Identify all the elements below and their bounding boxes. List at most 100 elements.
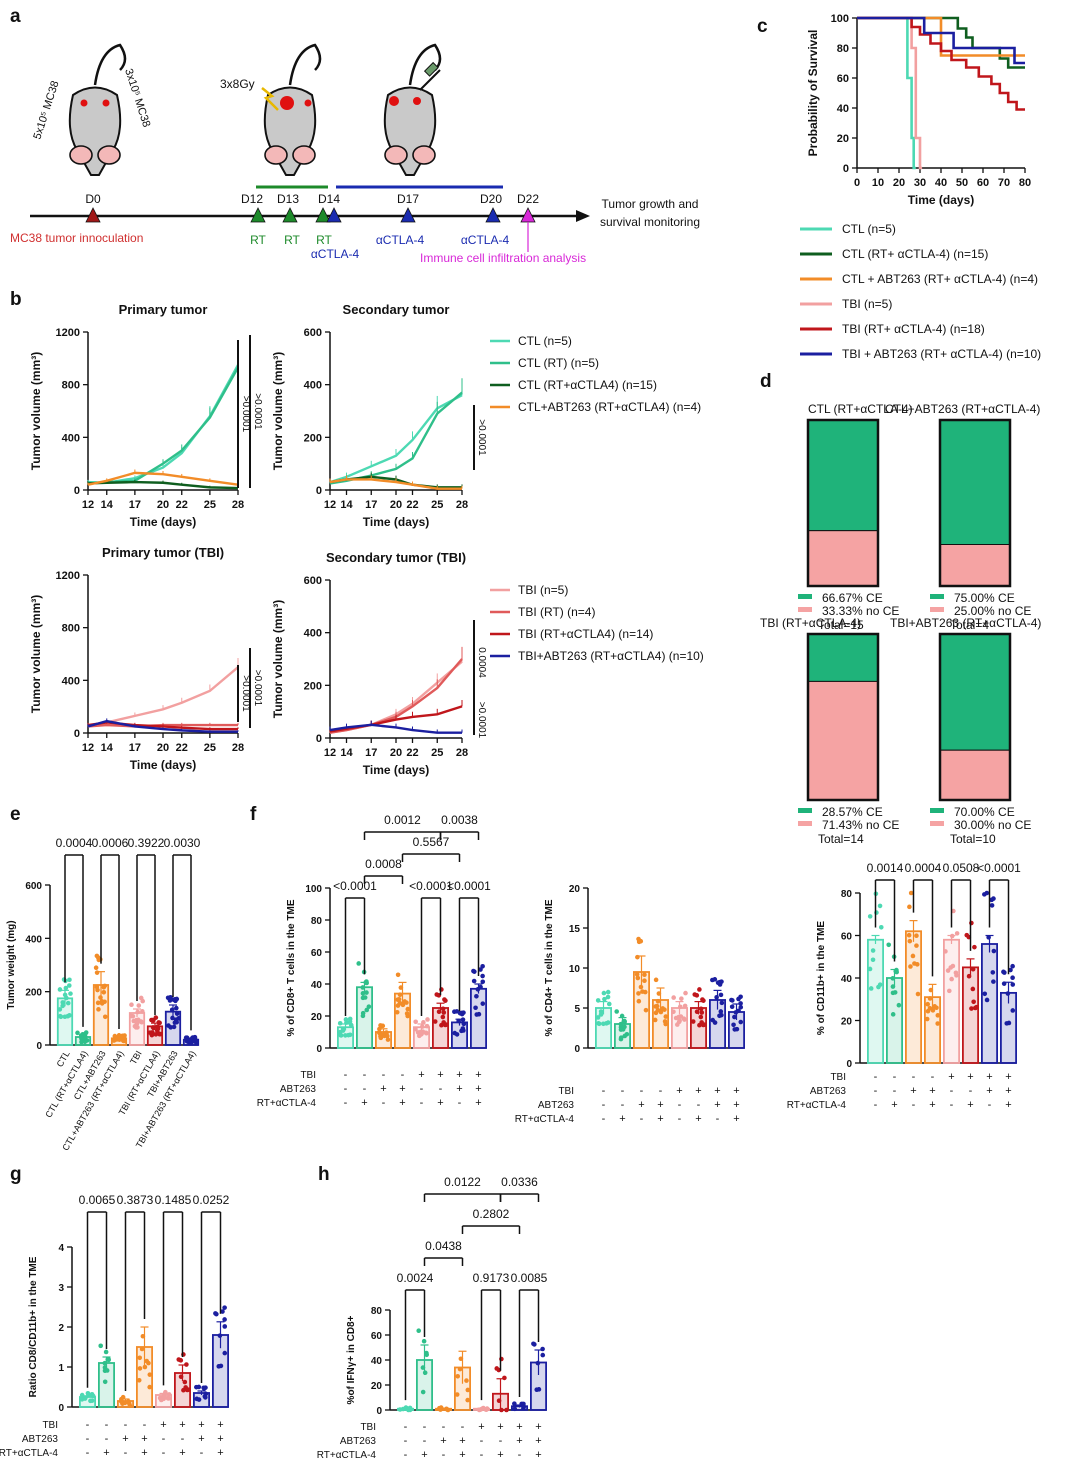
treatment-label: αCTLA-4 [311,247,360,261]
data-point [443,998,448,1003]
data-point [338,1032,343,1038]
ce-label: 28.57% CE [822,805,883,819]
treatment-sign: + [657,1113,663,1125]
data-point [65,1000,71,1006]
p-value: 0.0004 [56,836,93,850]
y-tick-label: 400 [25,934,42,945]
stack-frame [806,632,880,802]
treatment-sign: + [122,1433,128,1445]
p-value: >0.0001 [252,670,263,707]
data-point [443,1022,448,1028]
panel-label-a: a [10,6,21,27]
data-point [870,957,876,963]
p-value: 0.0014 [867,861,904,875]
data-point [932,1004,937,1009]
data-point [460,1017,466,1022]
data-point [478,984,483,990]
data-point [163,1389,168,1395]
data-point [376,1030,382,1035]
stack-frame [938,418,1012,588]
treatment-sign: - [874,1085,878,1097]
treatment-label: αCTLA-4 [461,233,510,247]
x-axis-label: Time (days) [908,193,974,207]
panel-label-g: g [10,1164,22,1185]
y-tick-label: 400 [62,432,80,444]
treatment-sign: - [105,1433,109,1445]
data-point [130,1013,136,1019]
treatment-sign: + [714,1085,720,1097]
data-point [991,948,997,954]
monitoring-label: Tumor growth and [602,197,699,211]
total-label: Total=4 [950,618,989,632]
data-point [480,973,485,979]
x-tick-label: 80 [1019,177,1031,189]
data-point [621,1019,627,1024]
data-point [150,1017,155,1023]
treatment-sign: + [986,1071,992,1083]
legend-label: TBI (RT+ αCTLA-4) (n=18) [842,322,985,336]
data-point [220,1309,225,1314]
data-point [424,1352,429,1358]
radiation-dose: 3x8Gy [220,77,255,91]
treatment-sign: - [912,1071,916,1083]
treatment-sign: - [344,1097,348,1109]
data-point [102,1014,108,1020]
x-tick-label: 25 [431,499,443,511]
data-point [697,987,702,992]
data-point [68,991,73,996]
data-point [79,1039,84,1045]
treatment-sign: + [217,1419,223,1431]
x-tick-label: 22 [176,742,188,754]
data-point [360,995,366,1001]
data-point [458,1356,464,1362]
syringe-icon [423,61,439,77]
data-point [1010,975,1015,981]
bar [469,987,487,1049]
mouse-ctla4 [383,43,442,176]
data-point [946,988,952,994]
total-label: Total=15 [818,618,864,632]
data-point [394,1009,400,1015]
treatment-sign: + [929,1099,935,1111]
treatment-sign: + [478,1421,484,1433]
data-point [954,931,960,936]
chart-title: Primary tumor [119,302,208,317]
data-point [928,987,934,993]
data-point [729,997,734,1003]
data-point [984,997,990,1003]
y-axis-label: Ratio CD8/CD11b+ in the TME [28,1256,39,1397]
treatment-sign: - [874,1071,878,1083]
y-tick-label: 5 [574,1004,580,1015]
data-point [420,1365,426,1370]
day-label: D17 [397,192,419,206]
data-point [601,990,607,996]
data-point [634,972,640,977]
ce-segment [939,419,1011,545]
data-point [171,1024,177,1030]
innoculation-label: MC38 tumor innoculation [10,231,143,245]
data-point [171,997,176,1002]
data-point [738,1019,744,1025]
y-axis-label: % of CD11b+ in the TME [816,921,827,1036]
data-point [437,1406,443,1412]
data-point [378,1035,384,1041]
data-point [971,999,976,1005]
data-point [876,984,881,990]
x-tick-label: 60 [977,177,989,189]
y-tick-label: 60 [841,932,853,943]
treatment-sign: - [602,1099,606,1111]
data-point [138,995,144,1001]
mouse-ctla4-tail [408,43,442,86]
day-label: D13 [277,192,299,206]
data-point [166,1392,172,1397]
treatment-sign: - [640,1113,644,1125]
tumor-dot [280,96,294,110]
p-value: <0.0001 [409,879,453,893]
p-value: 0.0030 [164,836,201,850]
data-point [222,1350,228,1356]
y-tick-label: 100 [305,884,322,895]
treatment-sign: + [217,1447,223,1459]
x-tick-label: 22 [176,499,188,511]
data-point [436,1009,442,1015]
data-point [105,1357,111,1362]
